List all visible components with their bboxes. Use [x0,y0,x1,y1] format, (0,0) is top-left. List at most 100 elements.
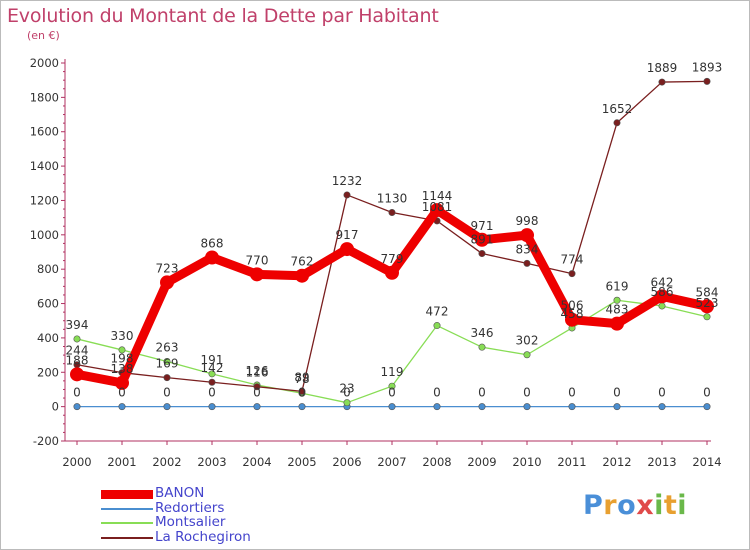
data-point [478,343,486,351]
data-label: 0 [658,386,666,400]
data-point [340,242,354,257]
x-tick-label: 2000 [62,455,91,469]
data-point [433,322,441,330]
series-redortiers [73,403,711,411]
y-tick-label: 1200 [30,193,59,207]
data-label: 1652 [602,102,633,116]
data-label: 917 [336,228,359,242]
data-point [163,374,171,382]
data-point [118,403,126,411]
data-point [388,403,396,411]
legend-label: Montsalier [155,514,226,530]
y-tick-label: 1000 [30,228,59,242]
data-point [568,270,576,278]
data-point [298,403,306,411]
data-point [298,387,306,395]
x-tick-label: 2011 [557,455,586,469]
x-tick-label: 2013 [647,455,676,469]
data-label: 23 [339,382,354,396]
legend-swatch [101,489,153,499]
series-la-rochegiron [73,77,711,395]
chart-title: Evolution du Montant de la Dette par Hab… [7,5,439,27]
data-label: 244 [66,344,89,358]
y-tick-label: 0 [52,400,59,414]
data-point [388,208,396,216]
series-banon [70,203,714,390]
x-tick-label: 2014 [692,455,721,469]
logo-letter: i [677,490,688,521]
data-point [250,267,264,282]
data-label: 1893 [692,60,723,74]
series-layer [70,77,714,411]
data-label: 0 [388,386,396,400]
y-tick-label: 1400 [30,159,59,173]
x-tick-label: 2008 [422,455,451,469]
data-label: 0 [568,386,576,400]
data-label: 263 [156,340,179,354]
data-label: 394 [66,318,89,332]
data-point [430,203,444,218]
logo-letter: P [583,490,604,521]
data-point [73,335,81,343]
data-label: 0 [253,386,261,400]
data-label: 506 [561,299,584,313]
data-label: 472 [426,305,449,319]
x-tick-label: 2002 [152,455,181,469]
x-tick-label: 2012 [602,455,631,469]
data-point [433,403,441,411]
data-label: 971 [471,219,494,233]
y-tick-label: 1600 [30,125,59,139]
legend-swatch [101,507,153,510]
data-point [388,382,396,390]
data-point [478,250,486,258]
data-point [253,403,261,411]
data-label: 458 [561,307,584,321]
data-label: 483 [606,303,629,317]
data-point [475,232,489,247]
data-label: 346 [471,326,494,340]
data-point [520,228,534,243]
data-point [385,265,399,280]
data-label: 138 [111,362,134,376]
data-point [343,191,351,199]
data-label: 779 [381,252,404,266]
y-tick-label: 400 [37,331,59,345]
data-point [658,78,666,86]
data-point [163,357,171,365]
data-label: 0 [433,386,441,400]
data-point [115,375,129,390]
data-point [700,299,714,314]
data-label: 0 [298,386,306,400]
data-label: 642 [651,275,674,289]
data-label: 774 [561,253,584,267]
data-point [658,302,666,310]
x-tick-label: 2009 [467,455,496,469]
y-tick-label: 800 [37,262,59,276]
data-label: 0 [118,386,126,400]
data-label-layer: 0 0 0 0 0 0 0 0 0 0 0 0 0 0 0 394 330 263 191 126 78 23 119 472… [66,60,723,399]
data-label: 1889 [647,61,678,75]
data-label: 126 [246,364,269,378]
data-label: 119 [381,365,404,379]
y-tick-label: 1800 [30,90,59,104]
x-tick-label: 2010 [512,455,541,469]
data-label: 169 [156,357,179,371]
data-label: 619 [606,279,629,293]
legend-label: Redortiers [155,499,225,516]
data-label: 0 [208,386,216,400]
data-label: 116 [246,366,269,380]
data-point [565,312,579,327]
data-point [523,351,531,359]
data-point [253,383,261,391]
data-label: 586 [651,285,674,299]
logo-letter: x [636,490,655,521]
data-point [205,250,219,265]
y-tick-label: 600 [37,297,59,311]
data-label: 78 [294,372,309,386]
chart-axes: -200020040060080010001200140016001800200… [30,56,722,469]
data-label: 142 [201,361,224,375]
data-point [343,399,351,407]
legend-swatch [101,522,153,525]
